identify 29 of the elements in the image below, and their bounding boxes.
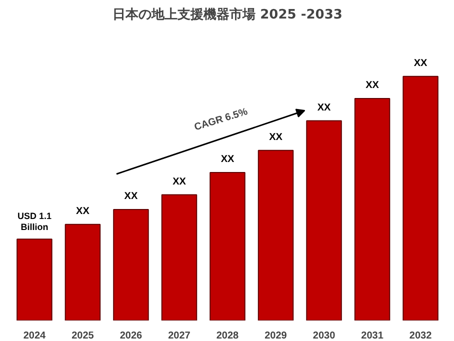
bar: [402, 76, 438, 320]
data-label: XX: [220, 154, 234, 166]
data-label: XX: [124, 191, 138, 202]
x-tick-label: 2029: [264, 330, 288, 341]
data-label: USD 1.1 Billion: [17, 210, 52, 232]
bar: [354, 98, 390, 320]
bar: [16, 238, 52, 320]
x-tick-label: 2031: [361, 330, 384, 341]
data-label: XX: [269, 132, 283, 143]
bar: [161, 194, 198, 320]
x-tick-label: 2032: [409, 330, 432, 341]
x-tick-label: 2028: [216, 330, 240, 341]
bar: [64, 224, 101, 320]
x-tick-label: 2025: [72, 330, 94, 341]
data-label: XX: [76, 206, 90, 217]
bar: [258, 150, 294, 320]
annotation: CAGR 6.5%: [193, 106, 250, 134]
data-label: XX: [414, 58, 428, 70]
bar: [210, 172, 246, 320]
x-tick-label: 2027: [168, 330, 191, 341]
x-tick-label: 2026: [120, 330, 143, 341]
x-tick-label: 2024: [23, 330, 46, 341]
data-label: XX: [317, 102, 332, 114]
x-tick-label: 2030: [312, 330, 336, 341]
data-label: XX: [172, 176, 186, 188]
data-label: XX: [366, 80, 380, 92]
bar: [306, 120, 342, 320]
chart-title: 日本の地上支援機器市場 2025 -2033: [112, 6, 342, 22]
bar: [113, 209, 149, 320]
